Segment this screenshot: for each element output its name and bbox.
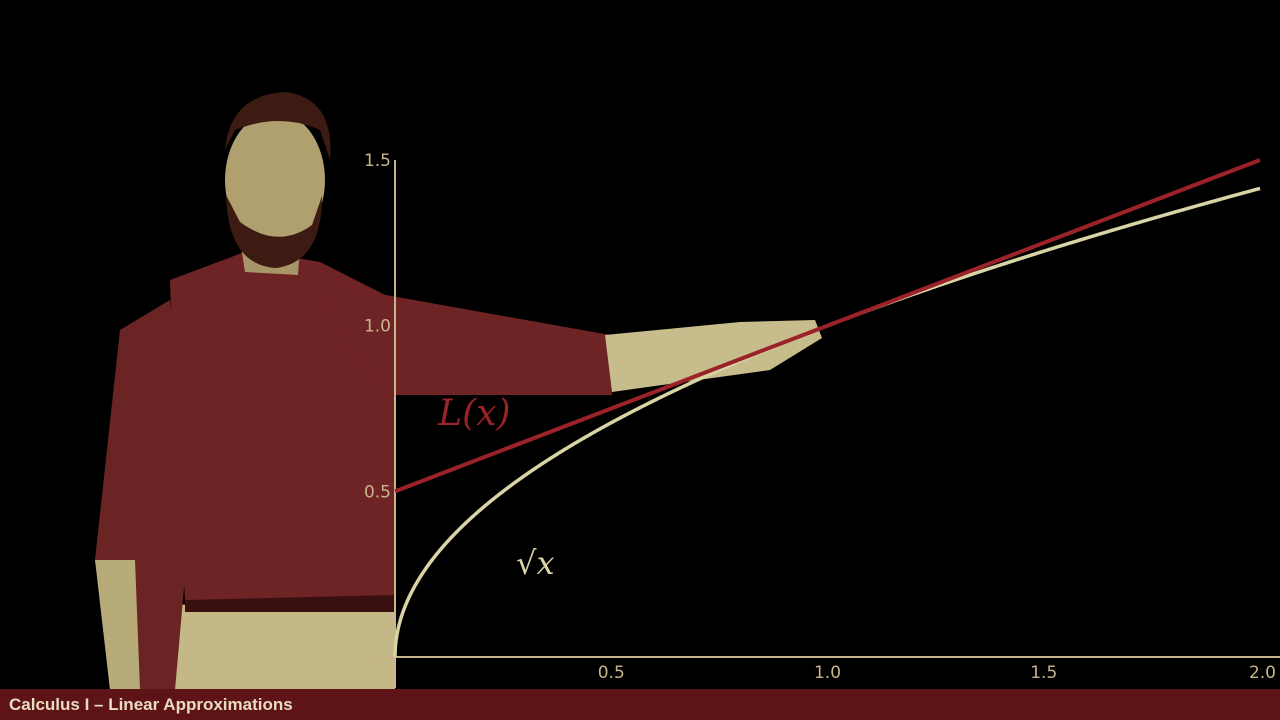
sqrt-x-label: √x: [516, 544, 554, 582]
sqrt-x-curve: [393, 186, 1261, 658]
y-tick-label: 0.5: [364, 482, 391, 502]
presenter-figure: [95, 92, 822, 690]
y-tick-label: 1.5: [364, 151, 391, 171]
x-tick-label: 1.0: [814, 663, 841, 683]
x-tick-label: 1.5: [1030, 663, 1057, 683]
footer-title: Calculus I – Linear Approximations: [9, 695, 293, 714]
x-tick-label: 2.0: [1249, 663, 1276, 683]
linear-approximation-line: [394, 158, 1261, 494]
x-tick-label: 0.5: [598, 663, 625, 683]
y-tick-label: 1.0: [364, 317, 391, 337]
footer-bar: Calculus I – Linear Approximations: [0, 689, 1280, 720]
lx-label: L(x): [437, 393, 510, 434]
plot-area: 0.5 1.0 1.5 2.0 0.5 1.0 1.5 √x L(x): [364, 151, 1280, 688]
